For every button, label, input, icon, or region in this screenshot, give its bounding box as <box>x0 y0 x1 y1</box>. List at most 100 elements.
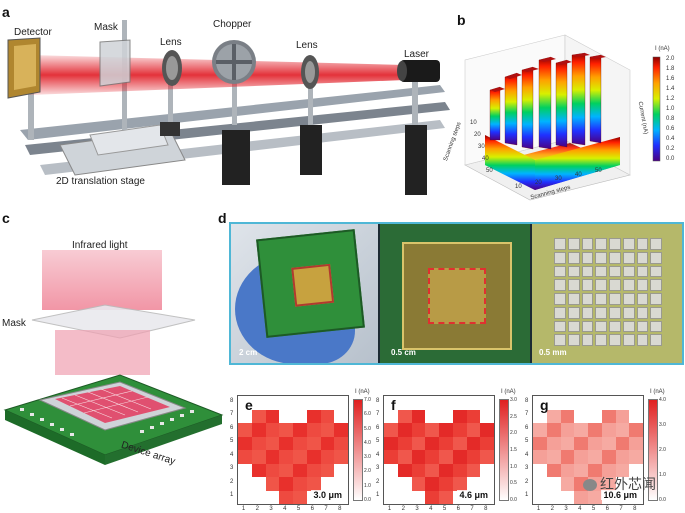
wavelength-label: 10.6 μm <box>601 490 639 500</box>
colorbar-b-tick: 0.8 <box>666 116 675 122</box>
heatmap-cell <box>279 477 293 491</box>
heatmap-cell <box>629 436 643 450</box>
heatmap-x-tick: 8 <box>484 506 488 512</box>
b-x-tick: 30 <box>555 176 562 182</box>
heatmap-x-tick: 1 <box>536 506 541 512</box>
heatmap-colorbar-title: I (nA) <box>650 389 665 395</box>
heatmap-cell <box>588 463 602 477</box>
pixel-cell <box>650 334 662 346</box>
heatmap-x-tick: 3 <box>564 506 568 512</box>
heatmap-cell <box>411 436 426 450</box>
pixel-cell <box>567 334 580 346</box>
heatmap-x-tick: 6 <box>605 506 609 512</box>
pixel-cell <box>622 265 635 278</box>
heatmap-colorbar-title: I (nA) <box>501 389 516 395</box>
heatmap-f: 4.6 μm <box>383 395 495 505</box>
heatmap-cell <box>265 477 280 491</box>
heatmap-cell <box>546 463 561 477</box>
pixel-cell <box>636 238 649 250</box>
wavelength-label: 4.6 μm <box>457 490 490 500</box>
heatmap-cell <box>425 463 439 477</box>
heatmap-cell <box>601 463 616 477</box>
heatmap-cell <box>384 450 398 464</box>
heatmap-cell <box>238 436 252 450</box>
heatmap-colorbar-title: I (nA) <box>355 389 370 395</box>
heatmap-cell <box>466 423 481 437</box>
colorbar-b-tick: 0.6 <box>666 126 675 132</box>
pixel-cell <box>567 265 580 278</box>
heatmap-cell <box>480 436 494 450</box>
heatmap-cell <box>452 409 467 423</box>
pixel-cell <box>554 293 566 305</box>
pixel-cell <box>636 334 649 346</box>
label-mask: Mask <box>94 22 118 33</box>
heatmap-cell <box>601 477 616 491</box>
pixel-cell <box>622 238 635 250</box>
label-laser: Laser <box>404 49 430 60</box>
heatmap-cell <box>466 436 481 450</box>
heatmap-cell <box>411 423 426 437</box>
photo-pixel-array <box>532 224 682 363</box>
pixel-cell <box>581 320 594 333</box>
pixel-cell <box>581 293 594 305</box>
heatmap-y-tick: 5 <box>525 438 529 445</box>
colorbar-b-tick: 0.4 <box>666 136 675 142</box>
pixel-cell <box>554 251 566 264</box>
heatmap-cell <box>334 436 348 450</box>
heatmap-x-tick: 8 <box>338 506 342 512</box>
heatmap-cell <box>560 450 575 464</box>
heatmap-y-tick: 6 <box>376 424 380 431</box>
pcb-board <box>256 229 365 338</box>
colorbar-b-tick: 0.0 <box>666 156 675 162</box>
heatmap-cell <box>466 450 481 464</box>
heatmap-cell <box>425 477 439 491</box>
heatmap-cell <box>306 450 321 464</box>
heatmap-cell <box>293 423 307 437</box>
heatmap-cell <box>411 463 426 477</box>
watermark-text: 红外芯闻 <box>600 477 656 493</box>
label-chopper: Chopper <box>213 19 252 30</box>
heatmap-cell <box>306 423 321 437</box>
pixel-cell <box>650 320 662 333</box>
pixel-cell <box>609 238 621 250</box>
heatmap-cell <box>251 450 266 464</box>
b-y-tick: 20 <box>474 132 481 138</box>
heatmap-cell <box>546 409 561 423</box>
optical-setup-illustration <box>7 20 450 195</box>
heatmap-cell <box>320 423 335 437</box>
heatmap-y-tick: 2 <box>525 478 529 485</box>
heatmap-cell <box>546 423 561 437</box>
heatmap-cell <box>560 436 575 450</box>
heatmap-colorbar-tick: 0.0 <box>364 497 371 503</box>
heatmap-x-tick: 6 <box>310 506 314 512</box>
heatmap-cell <box>601 423 616 437</box>
heatmap-cell <box>533 436 547 450</box>
heatmap-colorbar-tick: 0.0 <box>659 497 666 503</box>
pixel-cell <box>581 251 594 264</box>
pixel-cell <box>636 265 649 278</box>
heatmap-y-tick: 1 <box>525 492 529 499</box>
label-lens-2: Lens <box>296 40 318 51</box>
heatmap-cell <box>601 450 616 464</box>
b-x-tick: 40 <box>575 172 582 178</box>
pixel-cell <box>609 334 621 346</box>
heatmap-cell <box>293 450 307 464</box>
pixel-cell <box>554 238 566 250</box>
heatmap-cell <box>397 423 412 437</box>
heatmap-colorbar-tick: 2.5 <box>510 413 517 420</box>
heatmap-x-tick: 7 <box>324 506 328 512</box>
heatmap-cell <box>574 450 588 464</box>
heatmap-cell <box>306 436 321 450</box>
panel-e-letter: e <box>245 397 253 413</box>
heatmap-cell <box>480 450 494 464</box>
heatmap-cell <box>480 423 494 437</box>
heatmap-cell <box>546 450 561 464</box>
colorbar-b-tick: 1.2 <box>666 96 675 102</box>
heatmap-cell <box>384 436 398 450</box>
heatmap-cell <box>560 477 575 491</box>
pixel-cell <box>622 306 635 319</box>
pixel-cell <box>609 320 621 333</box>
heatmap-cell <box>251 463 266 477</box>
heatmap-cell <box>439 436 453 450</box>
pixel-cell <box>650 265 662 278</box>
